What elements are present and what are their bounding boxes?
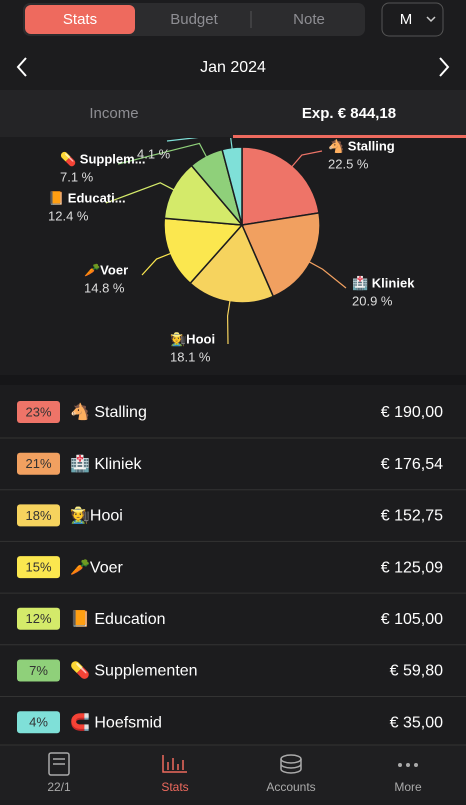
stats-icon [162,755,187,773]
amount: € 125,09 [381,559,443,576]
list-row[interactable]: 15% 🥕Voer € 125,09 [17,556,443,579]
separator [0,375,466,385]
slice-label: 📙 Educati... [48,190,126,205]
more-icon [398,763,418,767]
slice-label: 🥕Voer [84,262,128,277]
subtab-bar [0,90,466,137]
list-row[interactable]: 4% 🧲 Hoefsmid € 35,00 [17,711,443,734]
amount: € 152,75 [381,508,443,525]
percent-badge: 21% [25,456,51,471]
subtab-underline [233,135,466,138]
prev-month[interactable] [16,57,27,77]
badge [17,607,60,630]
nav-label[interactable]: Accounts [266,780,315,794]
nav-label[interactable]: Stats [161,780,188,794]
category-name: 📙 Education [70,610,166,628]
slice-value: 12.4 % [48,208,89,223]
period-button[interactable] [381,2,444,37]
dropdown-icon [426,16,436,23]
nav-label[interactable]: More [394,780,422,794]
badge [17,711,60,734]
percent-badge: 23% [25,404,51,419]
category-name: 🧑‍🌾Hooi [69,507,123,525]
amount: € 59,80 [390,663,443,680]
nav-label[interactable]: 22/1 [47,780,71,794]
dot [414,763,418,767]
month-title: Jan 2024 [200,59,266,76]
leader-line [289,150,323,170]
badge [17,659,60,682]
list-row[interactable]: 12% 📙 Education € 105,00 [17,607,443,630]
category-name: 🐴 Stalling [70,402,147,421]
leader-line [306,260,347,289]
tab[interactable]: Stats [63,11,97,28]
leader-line [141,251,174,276]
category-name: 🥕Voer [70,558,124,576]
amount: € 176,54 [381,456,443,473]
slice-value: 18.1 % [170,349,211,364]
list-row[interactable]: 21% 🏥 Kliniek € 176,54 [17,452,443,475]
leader-line [117,142,209,165]
percent-badge: 7% [29,663,48,678]
coins-icon [280,759,302,774]
slice-value: 4.1 % [137,146,171,161]
badge [17,452,60,475]
leader-line [105,182,177,204]
tab[interactable]: Note [293,11,325,28]
slice-value: 14.8 % [84,280,125,295]
slice-label: 🧑‍🌾Hooi [169,331,215,346]
percent-badge: 4% [29,715,48,730]
slice-value: 7.1 % [60,169,94,184]
list-row[interactable]: 23% 🐴 Stalling € 190,00 [17,401,443,423]
slice-value: 20.9 % [352,293,393,308]
list-row[interactable]: 18% 🧑‍🌾Hooi € 152,75 [17,504,443,527]
list-row[interactable]: 7% 💊 Supplementen € 59,80 [17,659,443,682]
pie-chart: 🐴 Stalling 22.5 % 🏥 Kliniek 20.9 % 🧑‍🌾Hooi 18… [48,138,415,364]
category-name: 💊 Supplementen [70,661,198,680]
amount: € 190,00 [381,404,443,421]
tab-active[interactable] [25,5,135,34]
nav-bar [0,745,466,800]
leader-line [226,297,232,345]
period-label: M [400,11,413,28]
next-month[interactable] [439,57,450,77]
slice-value: 22.5 % [328,156,369,171]
slice-label: 🐴 Stalling [328,138,395,153]
dot [406,763,410,767]
slice-label: 🏥 Kliniek [352,275,415,290]
badge [17,556,60,579]
category-name: 🏥 Kliniek [70,454,143,473]
badge [17,401,60,423]
book-lines [53,758,65,765]
book-icon [48,752,70,776]
badge [17,504,60,527]
percent-badge: 18% [25,508,51,523]
subtab[interactable]: Exp. € 844,18 [302,105,396,122]
percent-badge: 12% [25,611,51,626]
category-name: 🧲 Hoefsmid [70,712,162,731]
category-list: 23% 🐴 Stalling € 190,00 21% 🏥 Kliniek € 176,5… [0,401,466,734]
nav-icons [48,752,302,776]
percent-badge: 15% [25,560,51,575]
amount: € 35,00 [390,714,443,731]
amount: € 105,00 [381,611,443,628]
leader-line [166,138,234,152]
dot [398,763,402,767]
slice-label: 💊 Supplem... [60,150,146,167]
tab[interactable]: Budget [170,11,218,28]
subtab[interactable]: Income [89,105,138,122]
